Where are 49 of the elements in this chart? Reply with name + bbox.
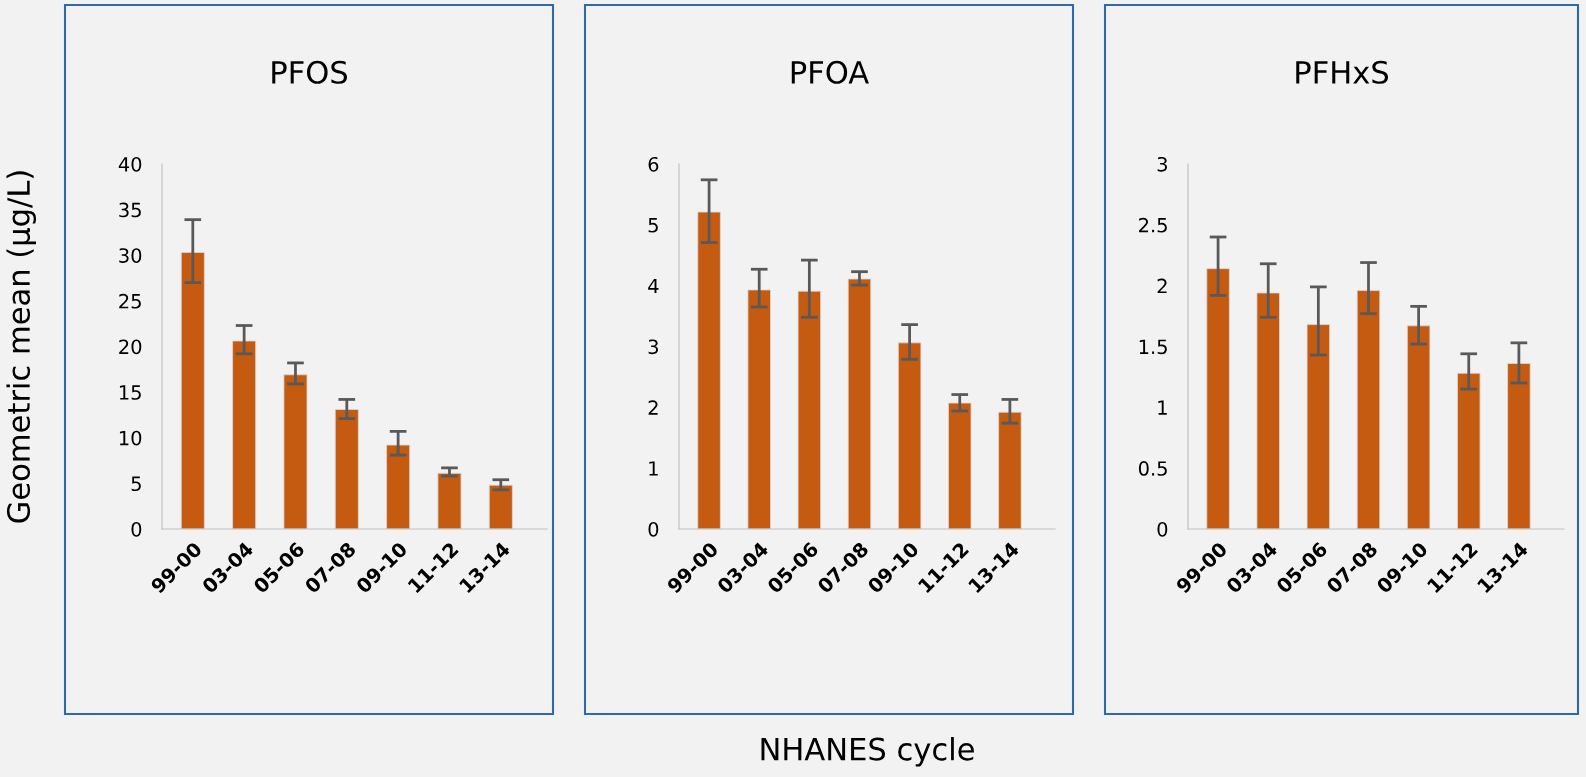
- bar: [1306, 324, 1331, 529]
- y-tick-label: 10: [119, 430, 142, 446]
- y-tick-label: 3: [1157, 156, 1167, 172]
- y-tick-label: 2: [648, 400, 658, 415]
- chart-title: PFOS: [272, 60, 348, 84]
- bar: [488, 484, 513, 529]
- y-tick-label: 30: [119, 248, 142, 263]
- bar: [386, 444, 411, 529]
- bar: [334, 409, 359, 529]
- y-tick-label: 2.5: [1139, 217, 1167, 233]
- y-tick-label: 20: [119, 339, 142, 355]
- y-tick-label: 0: [1157, 521, 1168, 537]
- y-tick-label: 0: [131, 521, 142, 537]
- bar: [1457, 372, 1481, 529]
- y-tick-label: 0.5: [1138, 461, 1167, 476]
- bar: [697, 211, 721, 529]
- bar: [797, 290, 822, 529]
- y-tick-label: 5: [131, 476, 141, 492]
- bar: [180, 252, 205, 529]
- y-tick-label: 40: [118, 156, 142, 172]
- bar: [1406, 325, 1431, 529]
- y-axis-title: Geometric mean (µg/L): [6, 171, 36, 523]
- y-tick-label: 1.5: [1139, 339, 1167, 355]
- y-tick-label: 4: [648, 278, 659, 294]
- y-tick-label: 3: [648, 339, 658, 355]
- bar: [1256, 292, 1280, 529]
- y-tick-label: 1: [649, 461, 658, 476]
- chart-title: PFOA: [791, 60, 869, 84]
- y-tick-label: 25: [119, 293, 141, 309]
- bar: [1356, 290, 1381, 529]
- y-tick-label: 5: [648, 218, 658, 233]
- bar: [437, 472, 462, 529]
- y-tick-label: 0: [648, 521, 659, 537]
- bar: [747, 289, 771, 529]
- bar: [948, 402, 972, 529]
- bar: [283, 374, 308, 529]
- y-tick-label: 1: [1158, 400, 1167, 415]
- bar: [998, 411, 1022, 529]
- bar: [847, 278, 872, 529]
- y-tick-label: 35: [119, 202, 141, 218]
- y-tick-label: 6: [648, 156, 659, 172]
- bar: [232, 340, 257, 529]
- bar: [1507, 363, 1531, 529]
- x-axis-title: NHANES cycle: [761, 737, 974, 767]
- y-tick-label: 15: [119, 385, 141, 400]
- bar: [1206, 268, 1230, 529]
- bar: [897, 342, 922, 529]
- chart-title: PFHxS: [1296, 60, 1389, 84]
- y-tick-label: 2: [1157, 278, 1167, 294]
